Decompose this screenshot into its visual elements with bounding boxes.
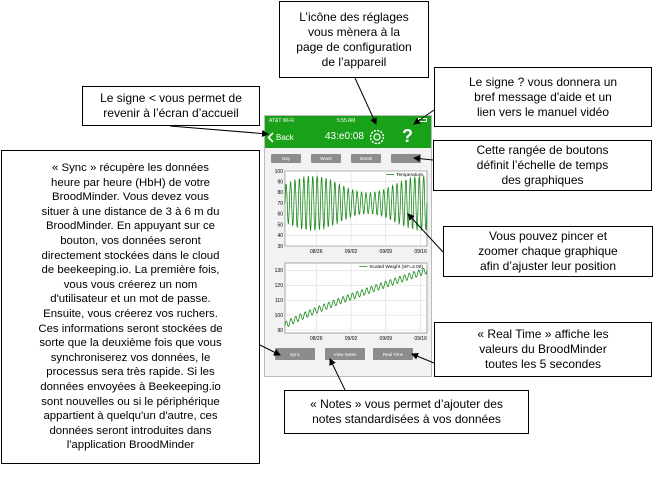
x-tick-label: 08/26 [310, 249, 323, 255]
callout-back: Le signe < vous permet de revenir à l’éc… [82, 86, 260, 126]
x-tick-label: 09/09 [380, 249, 393, 255]
phone-screen: AT&T Wi-Fi 5:55 AM Back 43:e0:08 ? Day W… [264, 115, 432, 377]
callout-realtime: « Real Time » affiche les valeurs du Bro… [434, 322, 652, 377]
device-id: 43:e0:08 [325, 131, 364, 142]
chevron-left-icon [267, 131, 274, 143]
x-tick-label: 08/26 [310, 336, 323, 342]
x-tick-label: 09/09 [380, 336, 393, 342]
view-notes-button[interactable]: View Notes [325, 348, 365, 360]
weight-chart[interactable]: 130 120 110 100 90 08/26 09/02 09/09 09/16 Scaled… [267, 261, 431, 345]
y-tick-label: 80 [277, 190, 283, 196]
back-button[interactable]: Back [267, 130, 294, 144]
callout-notes: « Notes » vous permet d’ajouter des note… [284, 390, 529, 434]
y-tick-label: 120 [275, 283, 284, 289]
y-tick-label: 130 [275, 268, 284, 274]
week-button[interactable]: Week [311, 154, 341, 163]
carrier-label: AT&T Wi-Fi [269, 118, 295, 124]
battery-icon [418, 118, 427, 122]
plot-area [284, 262, 428, 334]
y-tick-label: 110 [275, 298, 283, 304]
x-tick-label: 09/16 [414, 336, 427, 342]
y-tick-label: 50 [277, 222, 283, 228]
callout-settings: L’icône des réglages vous mènera à la pa… [279, 1, 429, 78]
y-tick-label: 100 [275, 313, 284, 319]
gear-icon[interactable] [368, 128, 386, 146]
y-tick-label: 90 [277, 180, 283, 186]
help-button[interactable]: ? [402, 126, 413, 146]
y-tick-label: 60 [277, 212, 283, 218]
series-line [284, 267, 428, 327]
status-bar: AT&T Wi-Fi 5:55 AM [265, 116, 431, 126]
x-tick-label: 09/02 [345, 336, 358, 342]
callout-help: Le signe ? vous donnera un bref message … [434, 67, 652, 127]
callout-timescale: Cette rangée de boutons définit l’échell… [433, 140, 652, 191]
year-button[interactable] [391, 154, 421, 163]
y-tick-label: 30 [277, 244, 283, 250]
x-tick-label: 09/16 [414, 249, 427, 255]
legend-entry: Temperature [396, 172, 423, 178]
sync-button[interactable]: Sync [275, 348, 315, 360]
y-tick-label: 40 [277, 233, 283, 239]
arrow-back [169, 125, 269, 138]
month-button[interactable]: Month [351, 154, 381, 163]
nav-bar: Back 43:e0:08 ? [265, 126, 431, 148]
day-button[interactable]: Day [271, 154, 301, 163]
temperature-chart[interactable]: 100 90 80 70 60 50 40 30 08/26 09/02 09/09 09/16 Tem… [267, 169, 431, 259]
callout-pinch: Vous pouvez pincer et zoomer chaque grap… [443, 226, 653, 277]
series-line [284, 175, 428, 231]
real-time-button[interactable]: Real Time [373, 348, 413, 360]
back-label: Back [276, 132, 294, 142]
legend-entry: Scaled Weight (SF=2.00) [369, 264, 423, 270]
status-time: 5:55 AM [337, 118, 356, 124]
y-tick-label: 90 [277, 328, 283, 334]
y-tick-label: 100 [275, 169, 284, 175]
y-tick-label: 70 [277, 201, 283, 207]
x-tick-label: 09/02 [345, 249, 358, 255]
callout-sync: « Sync » récupère les données heure par … [1, 150, 260, 464]
